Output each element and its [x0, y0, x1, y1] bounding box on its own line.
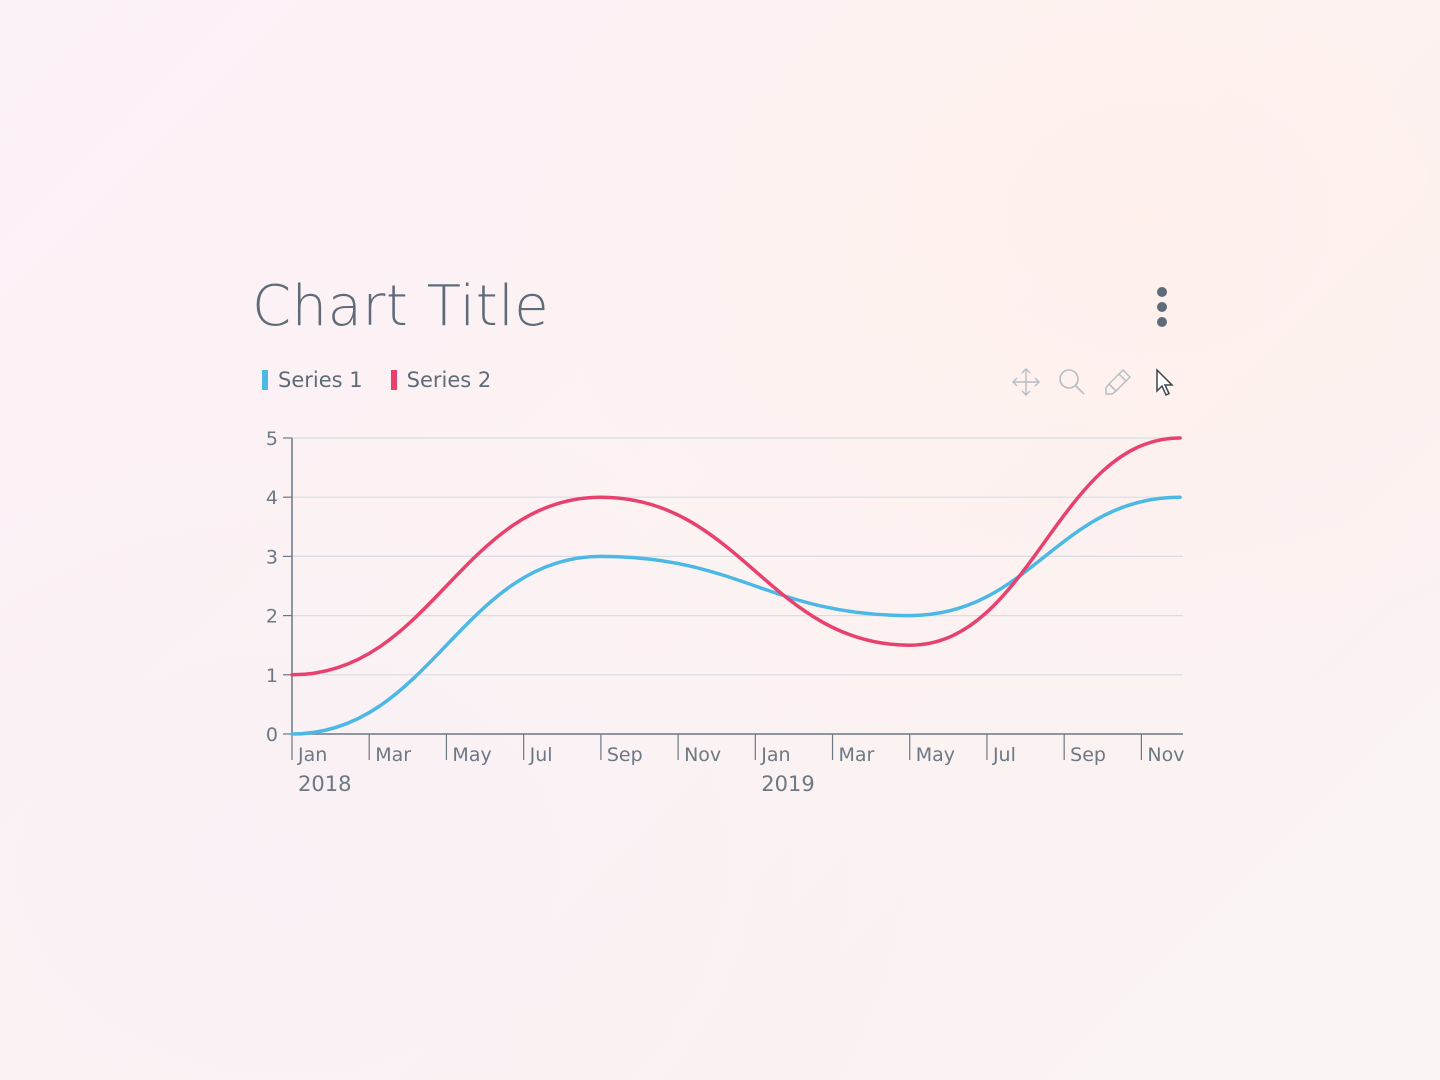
x-tick-label: Jul: [529, 744, 553, 766]
cursor-icon[interactable]: [1148, 366, 1180, 398]
x-tick-label: Mar: [839, 744, 875, 766]
y-tick-label: 5: [266, 428, 278, 450]
series-1-line: [290, 495, 1182, 736]
series-2-line: [290, 436, 1182, 677]
x-tick-label: Nov: [684, 744, 721, 766]
x-tick-label: May: [452, 744, 491, 766]
chart-title: Chart Title: [252, 274, 550, 339]
y-tick-label: 0: [266, 724, 278, 746]
legend-item-series-1[interactable]: Series 1: [262, 368, 363, 392]
zoom-icon[interactable]: [1056, 366, 1088, 398]
legend-swatch: [390, 370, 397, 390]
y-tick-label: 1: [266, 665, 278, 687]
x-tick-label: May: [916, 744, 955, 766]
legend: Series 1 Series 2: [262, 368, 491, 392]
x-tick-label: Sep: [607, 744, 643, 766]
x-tick-label: Jul: [992, 744, 1016, 766]
more-options-icon[interactable]: [1150, 285, 1174, 333]
x-tick-label: Mar: [375, 744, 411, 766]
x-tick-label: Jan: [297, 744, 327, 766]
legend-label: Series 2: [406, 368, 492, 392]
highlighter-icon[interactable]: [1102, 366, 1134, 398]
chart-toolbar: [1010, 366, 1180, 398]
x-year-label: 2019: [761, 772, 814, 796]
legend-label: Series 1: [278, 368, 363, 392]
legend-swatch: [262, 370, 268, 390]
move-icon[interactable]: [1010, 366, 1042, 398]
y-tick-label: 4: [266, 487, 278, 509]
y-tick-label: 2: [266, 606, 278, 628]
x-tick-label: Sep: [1070, 744, 1106, 766]
x-tick-label: Jan: [760, 744, 790, 766]
x-tick-label: Nov: [1147, 744, 1184, 766]
y-tick-label: 3: [266, 546, 278, 568]
legend-item-series-2[interactable]: Series 2: [390, 368, 492, 392]
x-year-label: 2018: [298, 772, 351, 796]
